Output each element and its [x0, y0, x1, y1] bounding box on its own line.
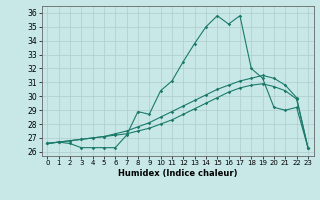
X-axis label: Humidex (Indice chaleur): Humidex (Indice chaleur) [118, 169, 237, 178]
